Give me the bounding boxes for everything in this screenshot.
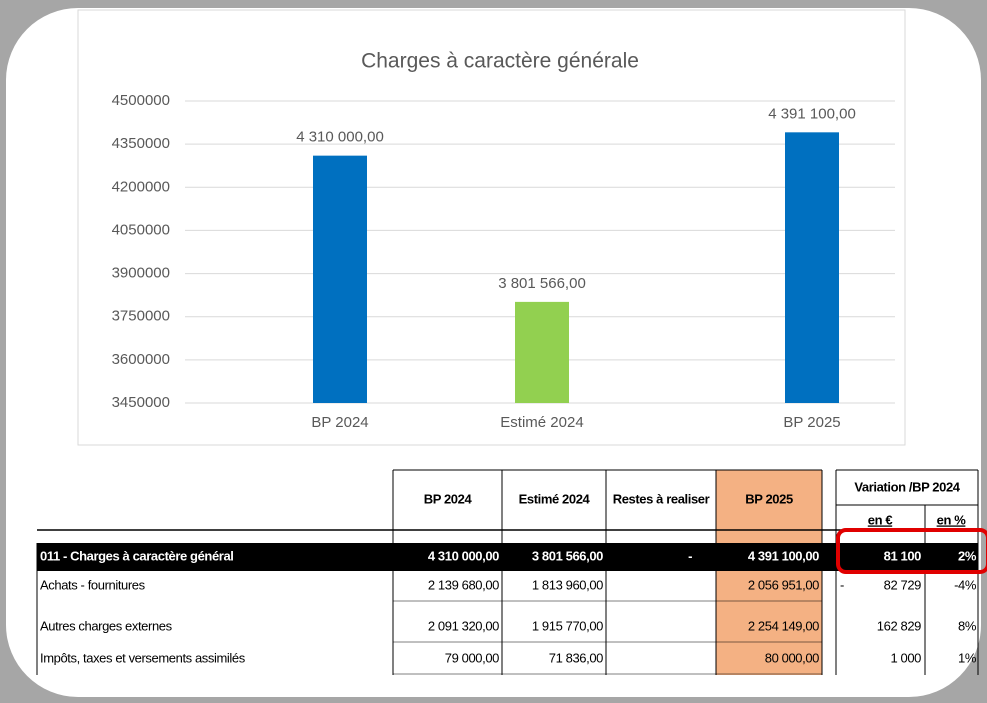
y-tick-label: 4200000 [112,178,170,195]
y-tick-label: 4500000 [112,92,170,109]
table-cell: 1% [958,650,977,665]
table-cell: - [840,577,844,592]
table-cell: 81 100 [884,548,922,563]
row-label: 011 - Charges à caractère général [40,548,233,563]
row-label: Impôts, taxes et versements assimilés [40,650,246,665]
column-header: Estimé 2024 [519,491,591,506]
bp2025-column [716,470,822,675]
data-label: 4 310 000,00 [296,129,384,146]
x-tick-label: Estimé 2024 [500,414,583,431]
variation-subheader: en % [937,512,967,527]
data-label: 3 801 566,00 [498,275,586,292]
table-cell: 2 254 149,00 [748,618,819,633]
table: BP 2024 Estimé 2024 Restes à realiser BP 20… [36,469,987,675]
y-tick-label: 3600000 [112,351,170,368]
bar [313,155,367,403]
bar [515,301,569,403]
table-cell: 1 000 [890,650,921,665]
y-tick-label: 4350000 [112,135,170,152]
table-cell: 162 829 [877,618,921,633]
table-cell: -4% [954,577,977,592]
y-tick-label: 3450000 [112,394,170,411]
table-cell: 4 391 100,00 [748,548,819,563]
table-cell: 82 729 [884,577,922,592]
table-cell: 8% [958,618,977,633]
y-tick-label: 3900000 [112,265,170,282]
y-tick-label: 3750000 [112,308,170,325]
column-header: Restes à realiser [613,491,710,506]
chart-title: Charges à caractère générale [361,50,639,73]
column-header: BP 2024 [424,491,473,506]
variation-header: Variation /BP 2024 [854,479,960,494]
column-header: BP 2025 [745,491,793,506]
row-label: Achats - fournitures [40,577,146,592]
highlight-box [836,528,987,574]
table-cell: 79 000,00 [445,650,499,665]
chart-area [77,9,906,446]
variation-subheader: en € [868,512,893,527]
table-cell: 80 000,00 [765,650,819,665]
bar [785,132,839,403]
table-cell: 2 139 680,00 [428,577,499,592]
x-tick-label: BP 2024 [311,414,368,431]
x-tick-label: BP 2025 [783,414,840,431]
table-cell: 4 310 000,00 [428,548,499,563]
table-cell: 1 813 960,00 [532,577,603,592]
row-label: Autres charges externes [40,618,173,633]
table-cell: 2 091 320,00 [428,618,499,633]
table-cell: - [688,548,692,563]
total-row-bg [37,543,978,571]
chart: 3450000 3600000 3750000 3900000 4050000 42000… [112,92,895,431]
table-cell: 2 056 951,00 [748,577,819,592]
table-cell: 3 801 566,00 [532,548,603,563]
table-cell: 1 915 770,00 [532,618,603,633]
table-cell: 71 836,00 [549,650,603,665]
y-tick-label: 4050000 [112,221,170,238]
data-label: 4 391 100,00 [768,105,856,122]
table-cell: 2% [958,548,977,563]
